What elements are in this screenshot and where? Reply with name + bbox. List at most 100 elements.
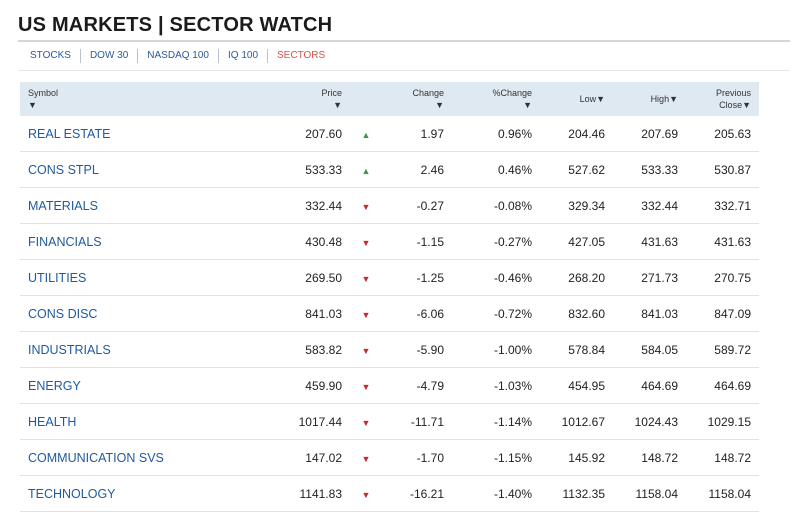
- sector-symbol-link[interactable]: INDUSTRIALS: [20, 331, 220, 368]
- change-cell: -0.27: [382, 187, 452, 224]
- sector-symbol-link[interactable]: ENERGY: [20, 367, 220, 404]
- down-arrow-icon: ▼: [361, 345, 371, 356]
- sector-symbol-link[interactable]: CONS STPL: [20, 151, 220, 188]
- sector-symbol-link[interactable]: CONS DISC: [20, 295, 220, 332]
- price-cell: 583.82: [220, 331, 350, 368]
- price-cell: 207.60: [220, 116, 350, 152]
- table-row[interactable]: TECHNOLOGY 1141.83 ▼ -16.21 -1.40% 1132.35 115…: [20, 475, 759, 512]
- table-row[interactable]: ENERGY 459.90 ▼ -4.79 -1.03% 454.95 464.69 464.…: [20, 367, 759, 404]
- header-low[interactable]: Low▼: [540, 82, 613, 116]
- low-cell: 578.84: [540, 331, 613, 368]
- high-cell: 464.69: [613, 367, 686, 404]
- price-cell: 332.44: [220, 187, 350, 224]
- change-cell: 1.97: [382, 116, 452, 152]
- change-cell: -1.70: [382, 439, 452, 476]
- sector-symbol-link[interactable]: UTILITIES: [20, 259, 220, 296]
- direction-cell: ▼: [350, 439, 382, 476]
- high-cell: 1024.43: [613, 403, 686, 440]
- table-row[interactable]: CONS DISC 841.03 ▼ -6.06 -0.72% 832.60 841.03 8…: [20, 295, 759, 332]
- down-arrow-icon: ▼: [361, 237, 371, 248]
- previous-close-cell: 431.63: [686, 223, 759, 260]
- table-row[interactable]: HEALTH 1017.44 ▼ -11.71 -1.14% 1012.67 1024.43…: [20, 403, 759, 440]
- price-cell: 841.03: [220, 295, 350, 332]
- pct-change-cell: 0.46%: [452, 151, 540, 188]
- direction-cell: ▼: [350, 295, 382, 332]
- header-change[interactable]: Change ▼: [382, 82, 452, 116]
- pct-change-cell: -1.15%: [452, 439, 540, 476]
- table-row[interactable]: FINANCIALS 430.48 ▼ -1.15 -0.27% 427.05 431.63…: [20, 223, 759, 260]
- price-cell: 147.02: [220, 439, 350, 476]
- table-header-row: Symbol ▼ Price ▼ Change ▼ %Change ▼ Low▼…: [20, 82, 759, 116]
- header-high[interactable]: High▼: [613, 82, 686, 116]
- price-cell: 1017.44: [220, 403, 350, 440]
- pct-change-cell: -0.27%: [452, 223, 540, 260]
- high-cell: 841.03: [613, 295, 686, 332]
- sector-table: Symbol ▼ Price ▼ Change ▼ %Change ▼ Low▼…: [20, 82, 759, 512]
- table-row[interactable]: REAL ESTATE 207.60 ▲ 1.97 0.96% 204.46 207.69 2…: [20, 116, 759, 152]
- down-arrow-icon: ▼: [361, 417, 371, 428]
- previous-close-cell: 148.72: [686, 439, 759, 476]
- sector-symbol-link[interactable]: REAL ESTATE: [20, 116, 220, 152]
- table-row[interactable]: COMMUNICATION SVS 147.02 ▼ -1.70 -1.15% 145.9…: [20, 439, 759, 476]
- low-cell: 268.20: [540, 259, 613, 296]
- down-arrow-icon: ▼: [361, 381, 371, 392]
- tab-dow-30[interactable]: DOW 30: [81, 49, 139, 63]
- previous-close-cell: 847.09: [686, 295, 759, 332]
- direction-cell: ▼: [350, 367, 382, 404]
- price-cell: 533.33: [220, 151, 350, 188]
- change-cell: -5.90: [382, 331, 452, 368]
- high-cell: 207.69: [613, 116, 686, 152]
- sort-caret-icon: ▼: [523, 100, 532, 110]
- previous-close-cell: 205.63: [686, 116, 759, 152]
- low-cell: 832.60: [540, 295, 613, 332]
- price-cell: 430.48: [220, 223, 350, 260]
- tab-stocks[interactable]: STOCKS: [18, 49, 81, 63]
- sector-symbol-link[interactable]: HEALTH: [20, 403, 220, 440]
- direction-cell: ▼: [350, 223, 382, 260]
- up-arrow-icon: ▲: [361, 165, 371, 176]
- sort-caret-icon: ▼: [333, 100, 342, 110]
- sector-symbol-link[interactable]: COMMUNICATION SVS: [20, 439, 220, 476]
- header-price[interactable]: Price ▼: [220, 82, 350, 116]
- change-cell: -11.71: [382, 403, 452, 440]
- low-cell: 527.62: [540, 151, 613, 188]
- pct-change-cell: -1.00%: [452, 331, 540, 368]
- sort-caret-icon: ▼: [669, 94, 678, 104]
- header-high-label: High: [650, 94, 670, 104]
- header-previous-close[interactable]: Previous Close▼: [686, 82, 759, 116]
- pct-change-cell: -0.46%: [452, 259, 540, 296]
- down-arrow-icon: ▼: [361, 489, 371, 500]
- price-cell: 269.50: [220, 259, 350, 296]
- direction-cell: ▼: [350, 259, 382, 296]
- table-row[interactable]: MATERIALS 332.44 ▼ -0.27 -0.08% 329.34 332.44 3…: [20, 187, 759, 224]
- direction-cell: ▲: [350, 116, 382, 152]
- high-cell: 431.63: [613, 223, 686, 260]
- direction-cell: ▼: [350, 331, 382, 368]
- tab-nasdaq-100[interactable]: NASDAQ 100: [138, 49, 219, 63]
- sector-symbol-link[interactable]: MATERIALS: [20, 187, 220, 224]
- high-cell: 148.72: [613, 439, 686, 476]
- table-row[interactable]: UTILITIES 269.50 ▼ -1.25 -0.46% 268.20 271.73 2…: [20, 259, 759, 296]
- table-row[interactable]: INDUSTRIALS 583.82 ▼ -5.90 -1.00% 578.84 584.0…: [20, 331, 759, 368]
- sort-caret-icon: ▼: [742, 100, 751, 110]
- header-change-label: Change: [412, 88, 444, 98]
- pct-change-cell: -0.72%: [452, 295, 540, 332]
- tab-sectors[interactable]: SECTORS: [277, 50, 326, 61]
- sector-symbol-link[interactable]: FINANCIALS: [20, 223, 220, 260]
- high-cell: 1158.04: [613, 475, 686, 512]
- previous-close-cell: 1158.04: [686, 475, 759, 512]
- pct-change-cell: -0.08%: [452, 187, 540, 224]
- header-symbol[interactable]: Symbol ▼: [20, 82, 220, 116]
- previous-close-cell: 530.87: [686, 151, 759, 188]
- table-row[interactable]: CONS STPL 533.33 ▲ 2.46 0.46% 527.62 533.33 530…: [20, 151, 759, 188]
- up-arrow-icon: ▲: [361, 129, 371, 140]
- low-cell: 454.95: [540, 367, 613, 404]
- sector-symbol-link[interactable]: TECHNOLOGY: [20, 475, 220, 512]
- header-pct-change[interactable]: %Change ▼: [452, 82, 540, 116]
- down-arrow-icon: ▼: [361, 309, 371, 320]
- high-cell: 271.73: [613, 259, 686, 296]
- tab-iq-100[interactable]: IQ 100: [219, 49, 269, 63]
- previous-close-cell: 589.72: [686, 331, 759, 368]
- sort-caret-icon: ▼: [435, 100, 444, 110]
- market-tabs: STOCKS DOW 30 NASDAQ 100 IQ 100 SECTORS: [18, 40, 790, 71]
